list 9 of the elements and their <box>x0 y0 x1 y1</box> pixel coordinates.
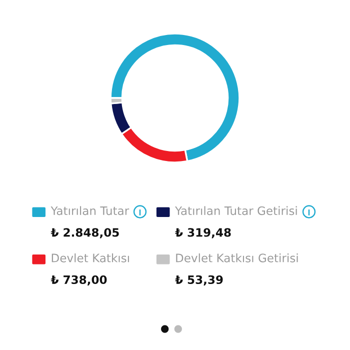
legend-label: Yatırılan Tutar Getirisi <box>174 206 297 216</box>
donut-slice <box>110 32 240 162</box>
legend-label: Yatırılan Tutar <box>50 206 130 216</box>
data-label: ₺ 2.848,05 <box>50 228 119 238</box>
legend-label: Devlet Katkısı <box>52 253 129 262</box>
legend-label: Devlet Katkısı Getirisi <box>176 253 298 262</box>
data-label: ₺ 53,39 <box>175 275 223 286</box>
data-label: ₺ 738,00 <box>50 275 107 286</box>
data-label: ₺ 319,48 <box>175 228 231 238</box>
